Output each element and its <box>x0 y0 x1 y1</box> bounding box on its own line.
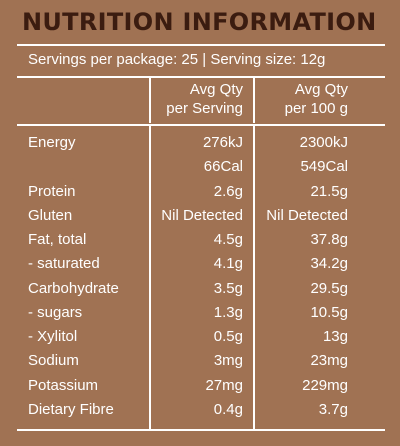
nutrient-label: Fat, total <box>28 231 87 248</box>
nutrient-label: Dietary Fibre <box>28 400 114 418</box>
table-bottom-border <box>17 429 385 431</box>
per-serving-value: 2.6g <box>213 182 243 200</box>
per-serving-value: 4.1g <box>213 255 243 273</box>
nutrient-label: Gluten <box>28 206 73 224</box>
nutrient-label: Protein <box>28 182 76 200</box>
column-divider-left-body <box>149 125 151 429</box>
per-serving-value: Nil Detected <box>161 206 243 224</box>
nutrient-label: Energy <box>28 134 76 151</box>
nutrient-row: Carbohydrate 3.5g 29.5g <box>0 278 400 300</box>
nutrient-row: Protein 2.6g 21.5g <box>0 181 400 203</box>
per-100g-value: 13g <box>322 328 348 345</box>
per-100g-value: Nil Detected <box>266 206 348 224</box>
per-100g-value: 23mg <box>310 352 348 370</box>
nutrient-row: Gluten Nil Detected Nil Detected <box>0 205 400 227</box>
header-per-100g-line2: per 100 g <box>284 100 348 117</box>
per-100g-value: 229mg <box>302 376 348 394</box>
nutrient-row: Energy 276kJ 2300kJ <box>0 132 400 154</box>
nutrient-row: 66Cal 549Cal <box>0 156 400 178</box>
per-serving-value: 276kJ <box>202 134 243 151</box>
header-divider <box>17 124 385 126</box>
header-per-serving-line2: per Serving <box>166 100 243 117</box>
nutrient-label: Potassium <box>28 376 99 394</box>
nutrient-row: - saturated 4.1g 34.2g <box>0 253 400 275</box>
servings-divider <box>17 76 385 78</box>
servings-line: Servings per package: 25 | Serving size:… <box>28 51 326 68</box>
nutrient-row: Dietary Fibre 0.4g 3.7g <box>0 399 400 421</box>
nutrient-row: Potassium 27mg 229mg <box>0 375 400 397</box>
per-serving-value: 3mg <box>213 352 243 370</box>
per-serving-value: 0.4g <box>213 400 243 418</box>
nutrient-row: Fat, total 4.5g 37.8g <box>0 229 400 251</box>
per-100g-value: 3.7g <box>318 400 348 418</box>
per-serving-value: 27mg <box>205 376 243 394</box>
per-serving-value: 4.5g <box>213 231 243 248</box>
per-100g-value: 549Cal <box>300 158 348 176</box>
per-serving-value: 66Cal <box>203 158 243 176</box>
header-per-100g: Avg Qty per 100 g <box>285 80 348 118</box>
nutrient-label: - sugars <box>28 303 83 321</box>
nutrient-label: Carbohydrate <box>28 279 119 297</box>
table-top-border <box>17 44 385 46</box>
nutrient-label: - Xylitol <box>28 328 78 345</box>
column-divider-middle <box>253 77 255 123</box>
per-serving-value: 3.5g <box>213 279 243 297</box>
per-100g-value: 37.8g <box>310 231 348 248</box>
header-per-100g-line1: Avg Qty <box>294 81 348 98</box>
per-100g-value: 2300kJ <box>299 134 348 151</box>
column-divider-left <box>149 77 151 123</box>
nutrient-row: - sugars 1.3g 10.5g <box>0 302 400 324</box>
nutrient-row: Sodium 3mg 23mg <box>0 350 400 372</box>
per-100g-value: 34.2g <box>310 255 348 273</box>
nutrient-label: Sodium <box>28 352 79 370</box>
nutrient-row: - Xylitol 0.5g 13g <box>0 326 400 348</box>
nutrient-label: - saturated <box>28 255 100 273</box>
per-serving-value: 1.3g <box>213 303 243 321</box>
per-100g-value: 10.5g <box>310 303 348 321</box>
nutrition-title: NUTRITION INFORMATION <box>22 8 377 36</box>
per-100g-value: 29.5g <box>310 279 348 297</box>
header-per-serving: Avg Qty per Serving <box>166 80 243 118</box>
per-serving-value: 0.5g <box>213 328 243 345</box>
header-per-serving-line1: Avg Qty <box>189 81 243 98</box>
column-divider-middle-body <box>253 125 255 429</box>
per-100g-value: 21.5g <box>310 182 348 200</box>
